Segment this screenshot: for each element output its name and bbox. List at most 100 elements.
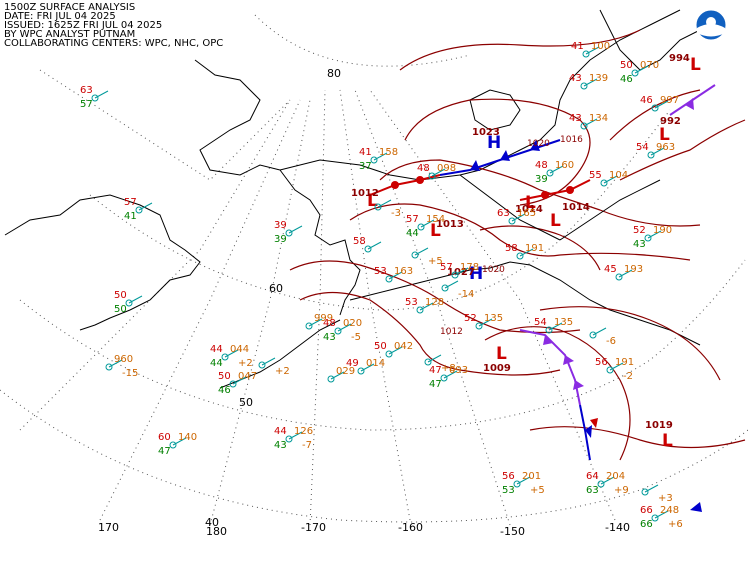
station-pressure: 098 (437, 163, 456, 174)
station-tendency: +5 (530, 485, 545, 496)
station-temperature: 55 (589, 170, 602, 181)
station-circle (334, 327, 342, 335)
wind-barb (650, 147, 665, 156)
isobar-10 (609, 89, 701, 141)
station-pressure: 128 (425, 297, 444, 308)
wind-barb (443, 370, 458, 379)
pressure-centers: H 1023 L 1012 L 1013 H 1027 L 1014 L 101… (351, 53, 701, 451)
lat-label-40: 40 (205, 516, 219, 529)
noaa-logo (695, 9, 727, 41)
wind-barb (427, 354, 442, 363)
station-pressure: 014 (366, 358, 385, 369)
station-temperature: 56 (502, 471, 515, 482)
warm-front-bump (541, 191, 549, 199)
station-temperature: 57 (124, 197, 137, 208)
station-dewpoint: 43 (323, 332, 336, 343)
station-dewpoint: 44 (210, 358, 223, 369)
station-circle (91, 94, 99, 102)
station-temperature: 60 (158, 432, 171, 443)
station-circle (169, 441, 177, 449)
station-tendency: -3 (391, 208, 401, 219)
station-temperature: 49 (346, 358, 359, 369)
station-temperature: 46 (640, 95, 653, 106)
station-circle (416, 306, 424, 314)
wind-barb (288, 431, 303, 440)
station-circle (285, 435, 293, 443)
station-circle (615, 273, 623, 281)
pressure-value: 992 (660, 116, 681, 127)
lon-m160-line (339, 89, 411, 521)
wind-barb (618, 269, 633, 278)
pressure-value: 1009 (483, 363, 511, 374)
wind-barb (224, 349, 239, 358)
station-plots: 63 57 57 41 50 50 960 -15 44 044 44 +2 50 047 46 60 140 4… (80, 41, 683, 530)
station-circle (644, 234, 652, 242)
pressure-value: 1023 (472, 127, 500, 138)
occluded-symbol (563, 355, 574, 365)
station-pressure: 158 (379, 147, 398, 158)
lon-label-m160: -160 (398, 521, 423, 534)
station-temperature: 44 (210, 344, 223, 355)
low-symbol: L (659, 125, 670, 145)
pressure-value: 1014 (562, 202, 590, 213)
station-temperature: 48 (535, 160, 548, 171)
pressure-value: 1014 (515, 204, 543, 215)
wind-barb (431, 168, 446, 177)
lat-label-60: 60 (269, 282, 283, 295)
lon-label-m140: -140 (605, 521, 630, 534)
station-temperature: 63 (497, 208, 510, 219)
station-dewpoint: 37 (359, 161, 372, 172)
station-dewpoint: 39 (535, 174, 548, 185)
header-analyst: BY WPC ANALYST PUTNAM (4, 29, 136, 40)
station-temperature: 64 (586, 471, 599, 482)
station-dewpoint: 53 (502, 485, 515, 496)
station-pressure: 044 (230, 344, 249, 355)
station-tendency: -5 (351, 332, 361, 343)
station-temperature: 56 (595, 357, 608, 368)
lon-label-m170: -170 (301, 521, 326, 534)
station-circle (441, 284, 449, 292)
station-tendency: -14 (458, 289, 474, 300)
lon-m170-line (309, 89, 326, 526)
station-pressure: 135 (554, 317, 573, 328)
occluded-symbol (543, 335, 553, 345)
station-dewpoint: 47 (429, 379, 442, 390)
isobar-3 (379, 159, 701, 227)
wind-barb (592, 327, 607, 336)
isobar-label: 1012 (440, 327, 463, 337)
station-tendency: +2 (238, 358, 253, 369)
station-dewpoint: 46 (218, 385, 231, 396)
wind-barb (377, 199, 392, 208)
warm-front-bump (416, 176, 424, 184)
pressure-value: 1027 (447, 267, 475, 278)
wind-barb (419, 302, 434, 311)
low-symbol: L (525, 193, 536, 213)
wind-barb (108, 359, 123, 368)
station-pressure: 160 (555, 160, 574, 171)
station-tendency: +3 (658, 493, 673, 504)
cold-front-tooth (470, 160, 480, 171)
station-temperature: 44 (274, 426, 287, 437)
isobar-8 (539, 306, 721, 381)
station-pressure: 135 (484, 313, 503, 324)
isobar-4 (349, 203, 691, 261)
station-pressure: 154 (426, 214, 445, 225)
wind-barb (519, 248, 534, 257)
station-tendency: +6 (668, 519, 683, 530)
axis-labels: 80 60 50 40 170 180 -170 -160 -150 -140 (98, 67, 630, 538)
station-pressure: 126 (294, 426, 313, 437)
station-tendency: +9 (614, 485, 629, 496)
station-temperature: 66 (640, 505, 653, 516)
wind-barb (454, 267, 469, 276)
wind-barb (360, 363, 375, 372)
wind-barb (585, 46, 600, 55)
pressure-value: 994 (669, 53, 690, 64)
station-temperature: 54 (534, 317, 547, 328)
station-pressure: 070 (640, 60, 659, 71)
station-dewpoint: 63 (586, 485, 599, 496)
wind-barb (583, 118, 598, 127)
cold-front-tooth (500, 150, 510, 161)
wind-barb (388, 346, 403, 355)
lat-label-50: 50 (239, 396, 253, 409)
station-circle (582, 50, 590, 58)
